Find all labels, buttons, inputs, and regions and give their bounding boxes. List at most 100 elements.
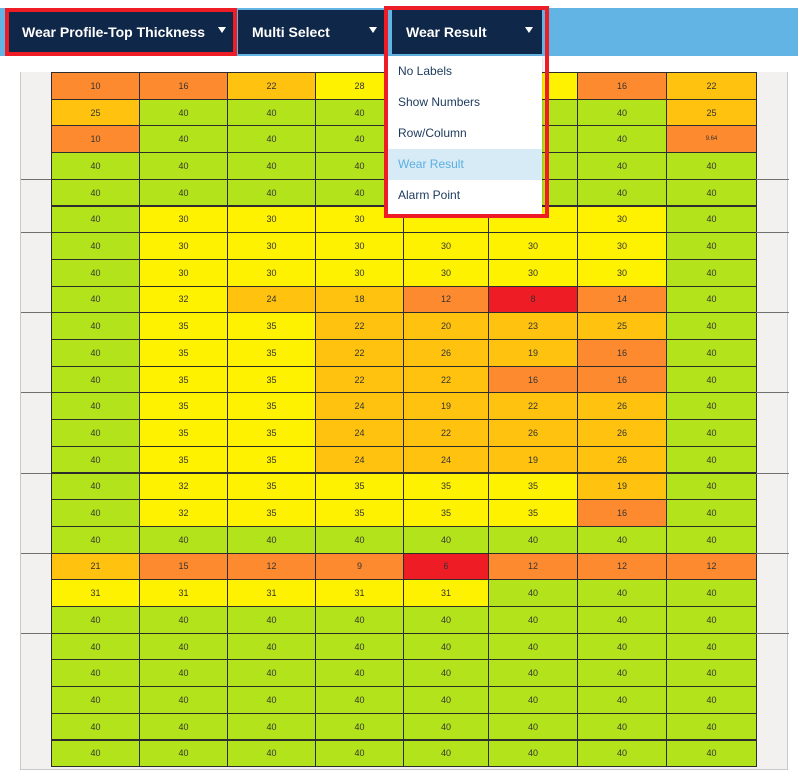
grid-cell[interactable]: 40 [51, 659, 140, 688]
grid-cell[interactable]: 35 [139, 419, 228, 447]
grid-cell[interactable]: 40 [139, 686, 228, 714]
grid-cell[interactable]: 18 [315, 285, 404, 314]
grid-cell[interactable]: 40 [139, 659, 228, 688]
grid-cell[interactable]: 30 [403, 232, 489, 260]
grid-cell[interactable]: 40 [315, 632, 404, 661]
grid-cell[interactable]: 22 [403, 419, 489, 447]
grid-cell[interactable]: 40 [488, 712, 578, 741]
grid-cell[interactable]: 12 [227, 552, 316, 581]
grid-cell[interactable]: 9.64 [666, 125, 757, 154]
grid-cell[interactable]: 15 [139, 552, 228, 581]
grid-cell[interactable]: 30 [139, 232, 228, 260]
grid-cell[interactable]: 31 [403, 579, 489, 607]
grid-cell[interactable]: 40 [488, 606, 578, 634]
grid-cell[interactable]: 35 [227, 472, 316, 501]
grid-cell[interactable]: 23 [488, 312, 578, 340]
grid-cell[interactable]: 30 [315, 258, 404, 287]
grid-cell[interactable]: 35 [139, 392, 228, 421]
grid-cell[interactable]: 40 [666, 392, 757, 421]
grid-cell[interactable]: 10 [51, 125, 140, 154]
grid-cell[interactable]: 10 [51, 72, 140, 100]
grid-cell[interactable]: 30 [403, 258, 489, 287]
grid-cell[interactable]: 40 [666, 285, 757, 314]
grid-cell[interactable]: 14 [577, 285, 667, 314]
grid-cell[interactable]: 35 [227, 312, 316, 340]
grid-cell[interactable]: 30 [139, 258, 228, 287]
grid-cell[interactable]: 35 [227, 499, 316, 527]
grid-cell[interactable]: 40 [315, 686, 404, 714]
grid-cell[interactable]: 40 [139, 152, 228, 180]
grid-cell[interactable]: 12 [577, 552, 667, 581]
grid-cell[interactable]: 40 [577, 579, 667, 607]
grid-cell[interactable]: 20 [403, 312, 489, 340]
grid-cell[interactable]: 16 [577, 72, 667, 100]
grid-cell[interactable]: 40 [666, 205, 757, 234]
grid-cell[interactable]: 40 [403, 632, 489, 661]
grid-cell[interactable]: 16 [139, 72, 228, 100]
grid-cell[interactable]: 30 [488, 258, 578, 287]
grid-cell[interactable]: 40 [666, 712, 757, 741]
grid-cell[interactable]: 40 [227, 98, 316, 127]
grid-cell[interactable]: 19 [403, 392, 489, 421]
grid-cell[interactable]: 40 [403, 659, 489, 688]
grid-cell[interactable]: 40 [51, 525, 140, 554]
grid-cell[interactable]: 40 [403, 739, 489, 768]
grid-cell[interactable]: 26 [488, 419, 578, 447]
grid-cell[interactable]: 40 [51, 178, 140, 207]
grid-cell[interactable]: 19 [488, 339, 578, 367]
grid-cell[interactable]: 35 [227, 339, 316, 367]
grid-cell[interactable]: 24 [403, 445, 489, 474]
grid-cell[interactable]: 40 [139, 98, 228, 127]
grid-cell[interactable]: 40 [139, 606, 228, 634]
grid-cell[interactable]: 30 [227, 258, 316, 287]
grid-cell[interactable]: 9 [315, 552, 404, 581]
grid-cell[interactable]: 30 [315, 232, 404, 260]
grid-cell[interactable]: 30 [227, 232, 316, 260]
grid-cell[interactable]: 22 [315, 312, 404, 340]
grid-cell[interactable]: 40 [315, 712, 404, 741]
grid-cell[interactable]: 26 [577, 392, 667, 421]
grid-cell[interactable]: 40 [488, 525, 578, 554]
grid-cell[interactable]: 40 [227, 659, 316, 688]
view-dropdown[interactable]: Wear Result [392, 10, 542, 54]
menu-item-alarm-point[interactable]: Alarm Point [398, 188, 461, 202]
grid-cell[interactable]: 30 [488, 232, 578, 260]
grid-cell[interactable]: 35 [139, 445, 228, 474]
grid-cell[interactable]: 40 [666, 659, 757, 688]
grid-cell[interactable]: 40 [577, 712, 667, 741]
grid-cell[interactable]: 40 [51, 686, 140, 714]
grid-cell[interactable]: 35 [488, 499, 578, 527]
grid-cell[interactable]: 40 [227, 525, 316, 554]
grid-cell[interactable]: 12 [666, 552, 757, 581]
grid-cell[interactable]: 40 [488, 739, 578, 768]
grid-cell[interactable]: 40 [666, 312, 757, 340]
grid-cell[interactable]: 6 [403, 552, 489, 581]
grid-cell[interactable]: 35 [227, 445, 316, 474]
grid-cell[interactable]: 40 [488, 579, 578, 607]
grid-cell[interactable]: 40 [139, 632, 228, 661]
grid-cell[interactable]: 26 [577, 419, 667, 447]
grid-cell[interactable]: 40 [666, 472, 757, 501]
grid-cell[interactable]: 12 [403, 285, 489, 314]
grid-cell[interactable]: 40 [139, 125, 228, 154]
grid-cell[interactable]: 40 [315, 659, 404, 688]
grid-cell[interactable]: 40 [666, 499, 757, 527]
grid-cell[interactable]: 40 [51, 205, 140, 234]
grid-cell[interactable]: 40 [577, 686, 667, 714]
grid-cell[interactable]: 40 [666, 178, 757, 207]
grid-cell[interactable]: 40 [315, 739, 404, 768]
grid-cell[interactable]: 40 [51, 285, 140, 314]
grid-cell[interactable]: 26 [577, 445, 667, 474]
grid-cell[interactable]: 40 [51, 632, 140, 661]
grid-cell[interactable]: 19 [577, 472, 667, 501]
grid-cell[interactable]: 40 [315, 525, 404, 554]
grid-cell[interactable]: 40 [227, 739, 316, 768]
grid-cell[interactable]: 40 [139, 739, 228, 768]
grid-cell[interactable]: 24 [315, 419, 404, 447]
grid-cell[interactable]: 16 [577, 365, 667, 394]
grid-cell[interactable]: 40 [403, 712, 489, 741]
grid-cell[interactable]: 40 [139, 712, 228, 741]
grid-cell[interactable]: 40 [315, 606, 404, 634]
grid-cell[interactable]: 40 [488, 686, 578, 714]
grid-cell[interactable]: 35 [315, 499, 404, 527]
